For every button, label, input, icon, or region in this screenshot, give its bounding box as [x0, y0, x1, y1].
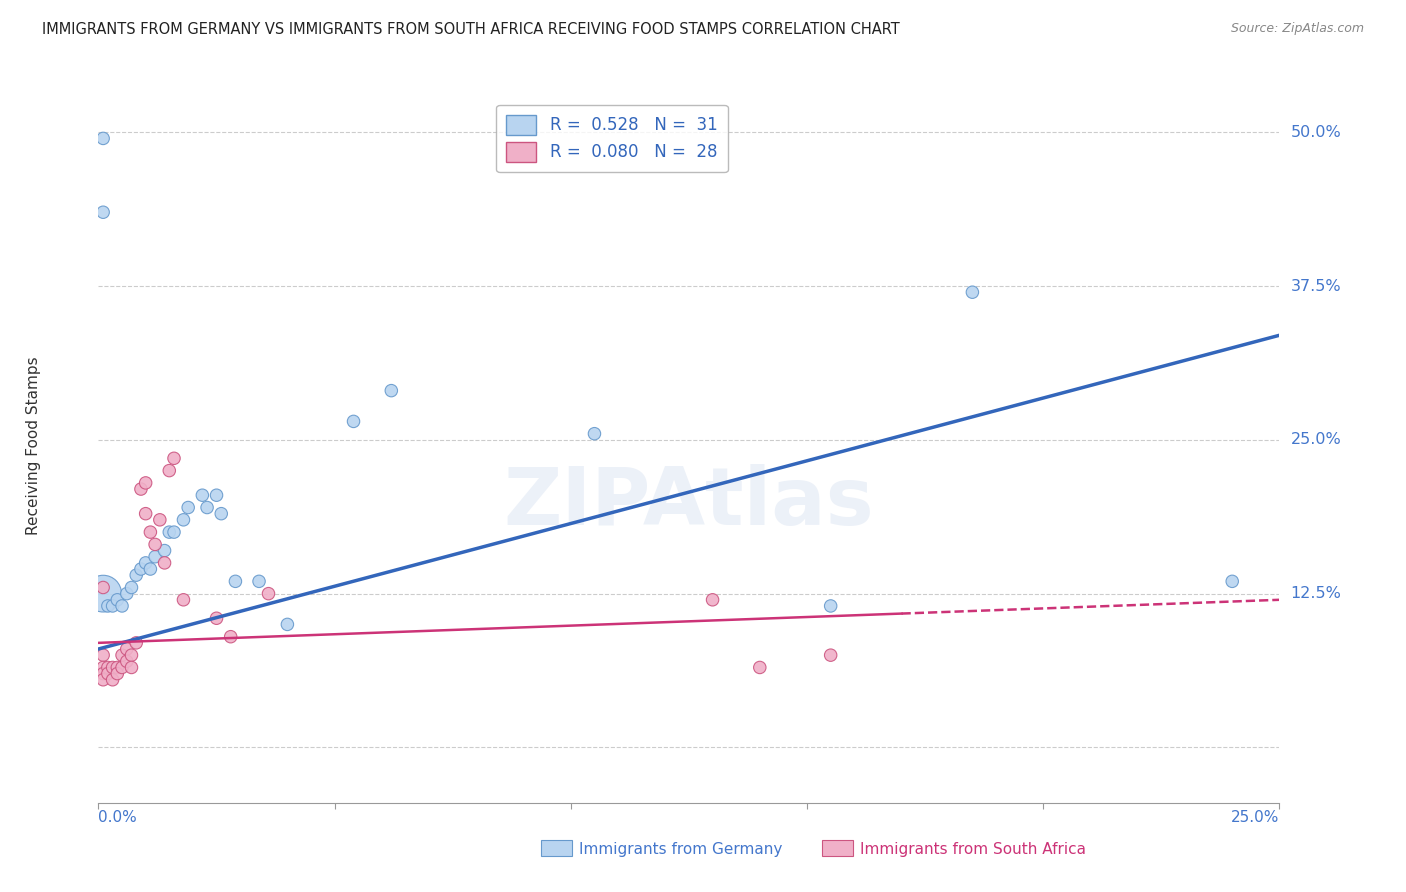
Point	[172, 513, 194, 527]
Legend: R =  0.528   N =  31, R =  0.080   N =  28: R = 0.528 N = 31, R = 0.080 N = 28	[496, 104, 727, 172]
Text: 37.5%: 37.5%	[1291, 278, 1341, 293]
Point	[143, 537, 166, 551]
Point	[276, 617, 298, 632]
Text: Receiving Food Stamps: Receiving Food Stamps	[25, 357, 41, 535]
Point	[143, 549, 166, 564]
Point	[115, 654, 138, 668]
Point	[195, 500, 218, 515]
Point	[209, 507, 232, 521]
Point	[111, 660, 134, 674]
Point	[342, 414, 364, 428]
Point	[125, 568, 148, 582]
Point	[135, 556, 157, 570]
Point	[91, 131, 114, 145]
Point	[105, 592, 128, 607]
Point	[101, 599, 124, 613]
Point	[205, 488, 228, 502]
Point	[91, 660, 114, 674]
Point	[139, 525, 162, 540]
Point	[748, 660, 770, 674]
Point	[163, 451, 186, 466]
Text: IMMIGRANTS FROM GERMANY VS IMMIGRANTS FROM SOUTH AFRICA RECEIVING FOOD STAMPS CO: IMMIGRANTS FROM GERMANY VS IMMIGRANTS FR…	[42, 22, 900, 37]
Point	[157, 464, 180, 478]
Point	[820, 599, 842, 613]
Point	[163, 525, 186, 540]
Text: Immigrants from Germany: Immigrants from Germany	[579, 842, 783, 856]
Text: ZIPAtlas: ZIPAtlas	[503, 464, 875, 542]
Text: 50.0%: 50.0%	[1291, 125, 1341, 140]
Point	[135, 507, 157, 521]
Point	[583, 426, 606, 441]
Point	[91, 648, 114, 662]
Point	[139, 562, 162, 576]
Point	[121, 581, 143, 595]
Point	[121, 648, 143, 662]
Point	[91, 673, 114, 687]
Point	[91, 581, 114, 595]
Point	[105, 660, 128, 674]
Point	[115, 642, 138, 657]
Point	[135, 475, 157, 490]
Point	[153, 543, 176, 558]
Point	[129, 482, 152, 496]
Point	[125, 636, 148, 650]
Point	[177, 500, 200, 515]
Point	[91, 587, 114, 601]
Text: Immigrants from South Africa: Immigrants from South Africa	[860, 842, 1087, 856]
Point	[219, 630, 242, 644]
Point	[153, 556, 176, 570]
Point	[129, 562, 152, 576]
Point	[149, 513, 172, 527]
Point	[247, 574, 270, 589]
Point	[105, 666, 128, 681]
Text: 0.0%: 0.0%	[98, 810, 138, 825]
Point	[97, 666, 120, 681]
Point	[962, 285, 984, 300]
Point	[1220, 574, 1243, 589]
Point	[101, 660, 124, 674]
Text: 25.0%: 25.0%	[1291, 433, 1341, 448]
Point	[157, 525, 180, 540]
Point	[257, 587, 280, 601]
Point	[91, 205, 114, 219]
Point	[111, 599, 134, 613]
Point	[820, 648, 842, 662]
Point	[205, 611, 228, 625]
Text: 12.5%: 12.5%	[1291, 586, 1341, 601]
Point	[191, 488, 214, 502]
Point	[91, 666, 114, 681]
Point	[115, 587, 138, 601]
Text: Source: ZipAtlas.com: Source: ZipAtlas.com	[1230, 22, 1364, 36]
Point	[702, 592, 724, 607]
Point	[121, 660, 143, 674]
Text: 25.0%: 25.0%	[1232, 810, 1279, 825]
Point	[224, 574, 246, 589]
Point	[111, 648, 134, 662]
Point	[380, 384, 402, 398]
Point	[101, 673, 124, 687]
Point	[172, 592, 194, 607]
Point	[97, 660, 120, 674]
Point	[97, 599, 120, 613]
